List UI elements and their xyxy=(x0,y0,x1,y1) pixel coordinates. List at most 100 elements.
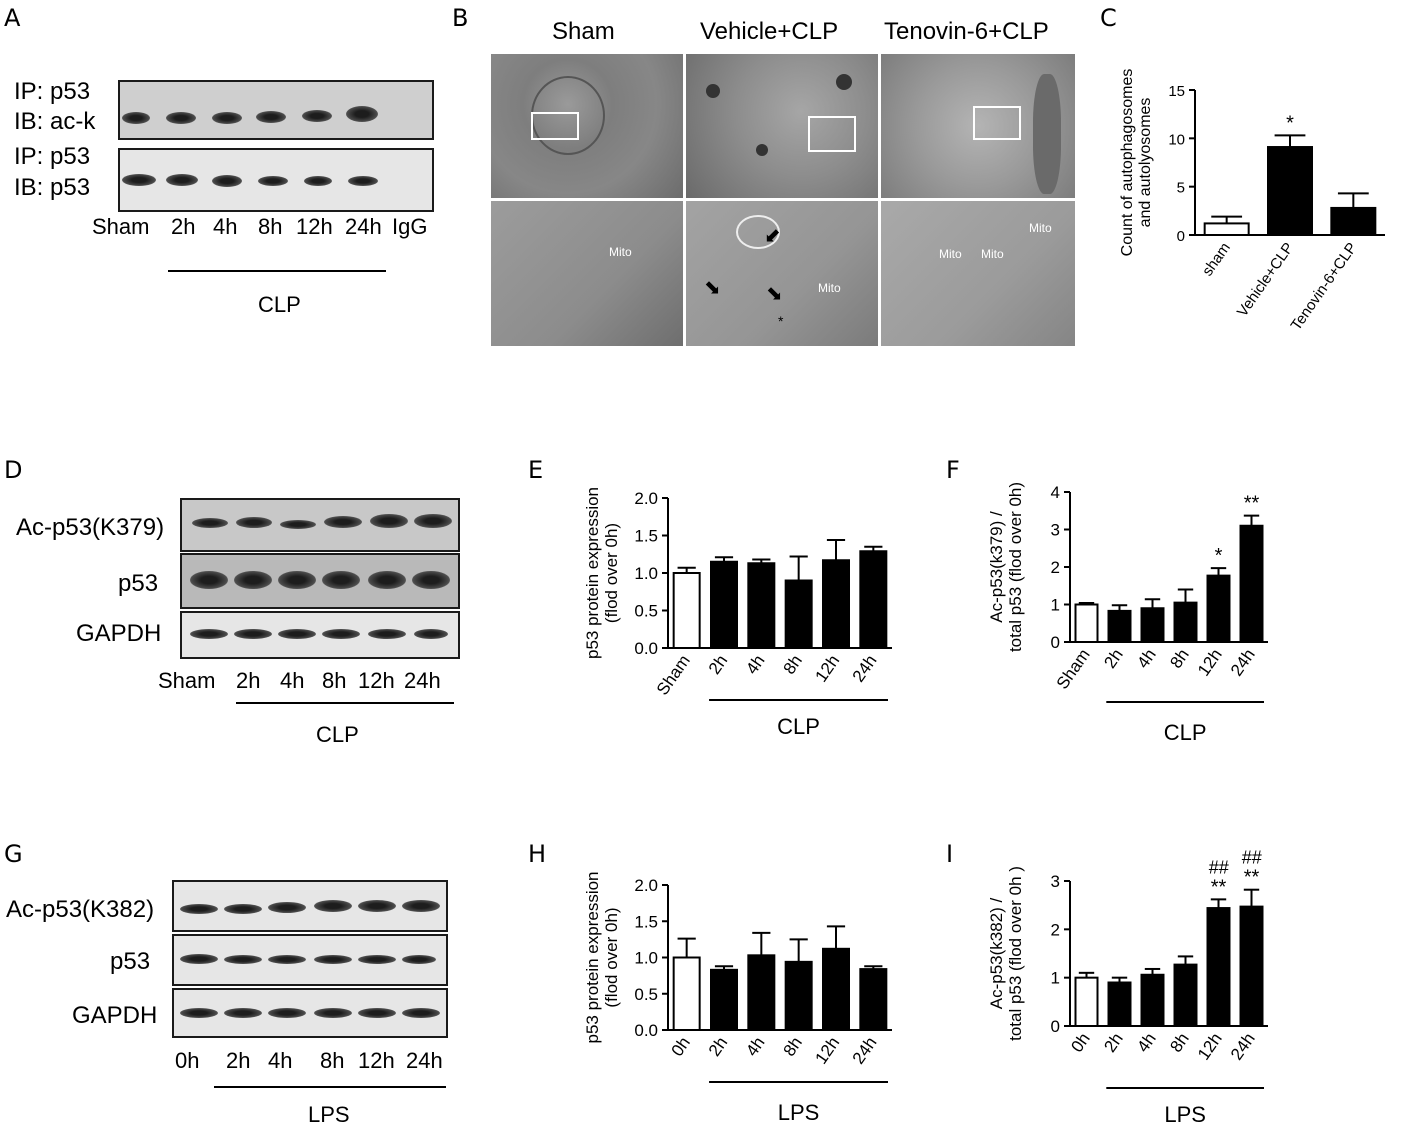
y-tick-label: 2 xyxy=(1051,920,1060,939)
blot-row-label: Ac-p53(K382) xyxy=(6,896,155,923)
bar xyxy=(1107,981,1132,1027)
y-axis-label: Ac-p53(k382) /total p53 (flod over 0h ) xyxy=(987,866,1025,1041)
lane-label: 4h xyxy=(213,214,238,239)
y-axis-label-line: (flod over 0h) xyxy=(602,907,621,1007)
bar xyxy=(747,954,776,1031)
chart-f: 0 1 2 3 4 Ac-p53(k379) /total p53 (flod over … xyxy=(987,482,1268,745)
y-axis-label: Count of autophagosomesand autolyosomes xyxy=(1119,69,1154,257)
x-tick-label: 4h xyxy=(742,651,768,677)
arrow-icon: ⬋ xyxy=(764,225,781,247)
western-blot-acetyl-k xyxy=(118,80,434,140)
y-tick-label: 1.0 xyxy=(634,949,658,968)
x-tick-label: 4h xyxy=(742,1033,768,1059)
lane-label: 24h xyxy=(404,668,441,693)
group-label: LPS xyxy=(778,1100,820,1125)
arrow-icon: ⬊ xyxy=(704,277,721,299)
x-tick-label: Sham xyxy=(653,651,694,698)
panel-letter-a: A xyxy=(4,4,21,32)
bar xyxy=(1074,976,1099,1028)
x-tick-label: Vehicle+CLP xyxy=(1234,240,1297,320)
x-tick-label: 8h xyxy=(1166,645,1192,671)
bar xyxy=(822,947,850,1031)
blot-row-label: GAPDH xyxy=(72,1002,158,1029)
chart-e: 0.0 0.5 1.0 1.5 2.0 p53 protein expression(fl… xyxy=(583,487,892,739)
bar xyxy=(784,960,813,1031)
lane-label: 0h xyxy=(175,1048,200,1073)
group-line xyxy=(214,1086,446,1088)
bar xyxy=(747,562,776,649)
group-label: CLP xyxy=(258,292,301,317)
lane-label: 4h xyxy=(268,1048,293,1073)
em-image-tenovin-high: Mito Mito Mito xyxy=(879,199,1077,348)
significance-mark: * xyxy=(1286,112,1294,134)
x-tick-label: 0h xyxy=(668,1033,694,1059)
lane-label: 8h xyxy=(322,668,347,693)
lane-label: 24h xyxy=(345,214,382,239)
y-axis-label-line: and autolyosomes xyxy=(1137,98,1154,228)
bar xyxy=(1239,524,1264,643)
x-tick-label: 24h xyxy=(849,1033,881,1067)
group-label: LPS xyxy=(1164,1102,1206,1127)
bar xyxy=(1074,603,1099,643)
bar xyxy=(1206,907,1231,1027)
blot-row-label: IB: ac-k xyxy=(14,108,96,135)
bar xyxy=(859,550,888,649)
y-tick-label: 0.5 xyxy=(634,985,658,1004)
western-blot-gapdh xyxy=(180,611,460,659)
lane-label: 12h xyxy=(296,214,333,239)
bar xyxy=(1140,973,1165,1027)
x-tick-label: 4h xyxy=(1133,1029,1159,1055)
panel-letter-f: F xyxy=(946,456,960,484)
mito-label: Mito xyxy=(609,245,632,259)
bar xyxy=(784,579,813,649)
group-label: CLP xyxy=(316,722,359,747)
y-tick-label: 2 xyxy=(1051,558,1060,577)
y-tick-label: 1.0 xyxy=(634,564,658,583)
y-axis-label-line: Count of autophagosomes xyxy=(1119,69,1136,257)
bar xyxy=(1173,601,1198,643)
chart-f-wrapper: 0 1 2 3 4 Ac-p53(k379) /total p53 (flod over … xyxy=(980,450,1280,760)
bar xyxy=(1267,146,1313,236)
blot-row-label: IB: p53 xyxy=(14,174,91,201)
y-axis-label-line: Ac-p53(k382) / xyxy=(987,897,1006,1009)
lane-label: 2h xyxy=(226,1048,251,1073)
em-column-title: Vehicle+CLP xyxy=(700,18,839,45)
y-tick-label: 0 xyxy=(1177,228,1185,245)
panel-letter-d: D xyxy=(4,456,23,484)
y-tick-label: 0 xyxy=(1051,633,1060,652)
em-image-sham-high: Mito xyxy=(489,199,685,348)
y-axis-label-line: total p53 (flod over 0h) xyxy=(1006,482,1025,652)
significance-mark: ## xyxy=(1208,857,1229,877)
y-tick-label: 2.0 xyxy=(634,489,658,508)
lane-label: 2h xyxy=(236,668,261,693)
lane-label: Sham xyxy=(158,668,216,693)
x-tick-label: 8h xyxy=(780,1033,806,1059)
y-tick-label: 0.5 xyxy=(634,602,658,621)
significance-mark: ** xyxy=(1244,493,1260,515)
western-blot-p53 xyxy=(172,934,448,986)
blot-row-label: IP: p53 xyxy=(14,143,91,170)
em-image-vehicle-low xyxy=(684,52,880,200)
em-image-tenovin-low xyxy=(879,52,1077,200)
x-tick-label: 0h xyxy=(1067,1029,1093,1055)
mito-label: Mito xyxy=(818,281,841,295)
y-axis-label: p53 protein expression(flod over 0h) xyxy=(583,871,621,1043)
bar xyxy=(672,572,701,649)
panel-letter-h: H xyxy=(528,840,547,868)
bar xyxy=(1173,963,1198,1028)
y-axis-label: p53 protein expression(flod over 0h) xyxy=(583,487,621,659)
x-tick-label: sham xyxy=(1199,240,1234,280)
y-tick-label: 4 xyxy=(1051,483,1060,502)
y-axis-label-line: Ac-p53(k379) / xyxy=(987,511,1006,623)
western-blot-gapdh xyxy=(172,988,448,1038)
x-tick-label: 12h xyxy=(811,1033,843,1067)
significance-mark: ## xyxy=(1241,848,1262,868)
bar xyxy=(1107,609,1132,643)
chart-c: 0 5 10 15 Count of autophagosomesand autolyo… xyxy=(1119,69,1385,334)
mito-label: Mito xyxy=(981,247,1004,261)
y-tick-label: 2.0 xyxy=(634,876,658,895)
western-blot-p53 xyxy=(180,553,460,609)
bar xyxy=(710,560,738,649)
bar xyxy=(672,956,701,1031)
lane-label: 8h xyxy=(258,214,283,239)
